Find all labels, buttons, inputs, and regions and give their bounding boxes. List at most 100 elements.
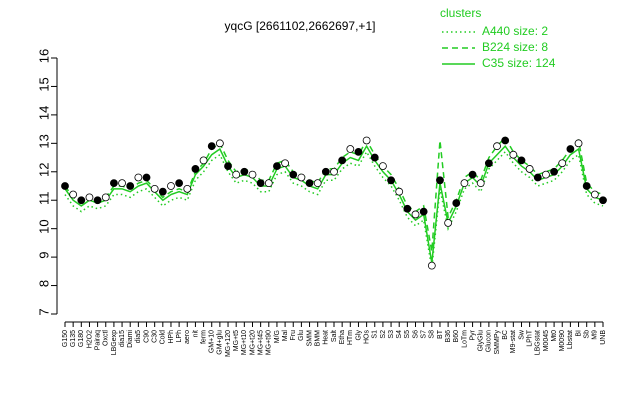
x-tick-label: ferm	[200, 330, 207, 344]
data-point	[468, 170, 477, 179]
data-point	[191, 165, 200, 173]
x-tick-label: S2	[380, 330, 387, 339]
data-point	[338, 156, 347, 165]
x-tick-label: Oxctl	[103, 330, 110, 346]
data-point	[493, 142, 501, 151]
data-point	[542, 170, 550, 179]
data-point	[525, 165, 534, 173]
data-point	[427, 261, 436, 270]
x-tick-label: MG+120	[225, 330, 232, 357]
x-tick-label: M9	[592, 330, 599, 340]
x-tick-label: BMM	[315, 330, 322, 347]
x-tick-label: S8	[429, 330, 436, 339]
x-tick-label: HTm	[347, 330, 354, 345]
x-tick-label: H2O2	[86, 330, 93, 348]
y-tick-label: 8	[36, 280, 51, 287]
data-point	[69, 190, 78, 199]
x-tick-label: BT	[437, 329, 444, 339]
data-point	[175, 179, 184, 188]
data-point	[411, 210, 420, 219]
data-point	[566, 145, 575, 153]
data-point	[460, 179, 469, 188]
x-tick-label: S5	[404, 330, 411, 339]
x-tick-label: Heat	[323, 330, 330, 345]
legend-label: B224 size: 8	[482, 40, 548, 54]
data-point	[281, 159, 289, 168]
x-tick-label: UNB	[600, 330, 607, 345]
x-tick-label: MG+t10	[241, 330, 248, 355]
data-point	[110, 179, 118, 188]
data-point	[126, 182, 135, 190]
legend-label: C35 size: 124	[482, 56, 556, 70]
x-tick-label: LPhT	[526, 329, 533, 346]
data-point	[484, 159, 493, 168]
data-point	[215, 139, 224, 148]
x-tick-label: HOs	[363, 330, 370, 345]
x-tick-label: Fru	[290, 330, 297, 341]
x-tick-label: Etha	[339, 330, 346, 345]
data-point	[501, 136, 510, 145]
x-tick-label: MG+t45	[257, 330, 264, 355]
data-point	[167, 182, 175, 190]
x-tick-label: LoTm	[461, 330, 468, 348]
data-point	[150, 184, 159, 193]
data-point	[77, 196, 86, 205]
x-tick-label: GM+glu	[217, 330, 224, 355]
data-point	[273, 162, 281, 170]
data-point	[550, 167, 558, 176]
data-point	[590, 190, 599, 199]
x-tick-label: BC	[502, 330, 509, 340]
x-tick-label: BI	[575, 330, 582, 337]
x-tick-label: Gly	[355, 330, 362, 341]
y-tick-label: 11	[36, 191, 51, 205]
x-tick-label: MG+t5	[233, 330, 240, 351]
x-tick-label: B60	[453, 330, 460, 343]
data-point	[207, 142, 216, 151]
data-point	[379, 162, 387, 170]
y-tick-label: 16	[36, 49, 51, 63]
x-tick-label: nit	[192, 330, 199, 337]
data-point	[362, 136, 371, 145]
data-point	[509, 150, 518, 159]
x-tick-label: GM+10	[209, 330, 216, 353]
x-tick-label: SMMPy	[494, 329, 501, 354]
data-point	[321, 167, 330, 176]
x-tick-label: S1	[372, 330, 379, 339]
y-tick-label: 15	[36, 77, 51, 91]
data-point	[476, 179, 485, 188]
data-point	[436, 176, 444, 185]
data-point	[599, 196, 607, 205]
x-tick-label: S6	[412, 330, 419, 339]
x-tick-label: SMM	[306, 330, 313, 347]
x-tick-label: HPh	[168, 330, 175, 344]
x-tick-label: B36	[445, 330, 452, 343]
data-point	[101, 193, 110, 202]
x-tick-label: MG+t90	[266, 330, 273, 355]
data-point	[297, 173, 306, 182]
data-point	[444, 219, 453, 227]
data-point	[558, 159, 567, 168]
data-point	[313, 179, 322, 188]
x-tick-label: Diami	[127, 330, 134, 348]
data-point	[517, 156, 526, 165]
data-point	[142, 173, 151, 182]
x-tick-label: LPh	[176, 330, 183, 343]
x-tick-label: dia5	[135, 330, 142, 343]
x-tick-label: G135	[70, 330, 77, 347]
x-tick-label: G180	[78, 330, 85, 347]
x-tick-label: Glucon	[486, 330, 493, 352]
x-tick-label: dia15	[119, 330, 126, 347]
data-point	[289, 170, 298, 179]
x-tick-label: Sw	[518, 329, 525, 340]
x-tick-label: MG+t20	[249, 330, 256, 355]
x-tick-label: S3	[388, 330, 395, 339]
x-tick-label: Sb	[584, 330, 591, 339]
data-point	[224, 162, 232, 170]
x-tick-label: Glu	[298, 330, 305, 341]
x-tick-label: M0090	[559, 330, 566, 352]
x-tick-label: GlyGlu	[478, 330, 485, 352]
y-tick-label: 14	[36, 106, 51, 120]
x-tick-label: S7	[421, 330, 428, 339]
y-tick-label: 10	[36, 219, 51, 233]
x-tick-label: aero	[184, 330, 191, 344]
